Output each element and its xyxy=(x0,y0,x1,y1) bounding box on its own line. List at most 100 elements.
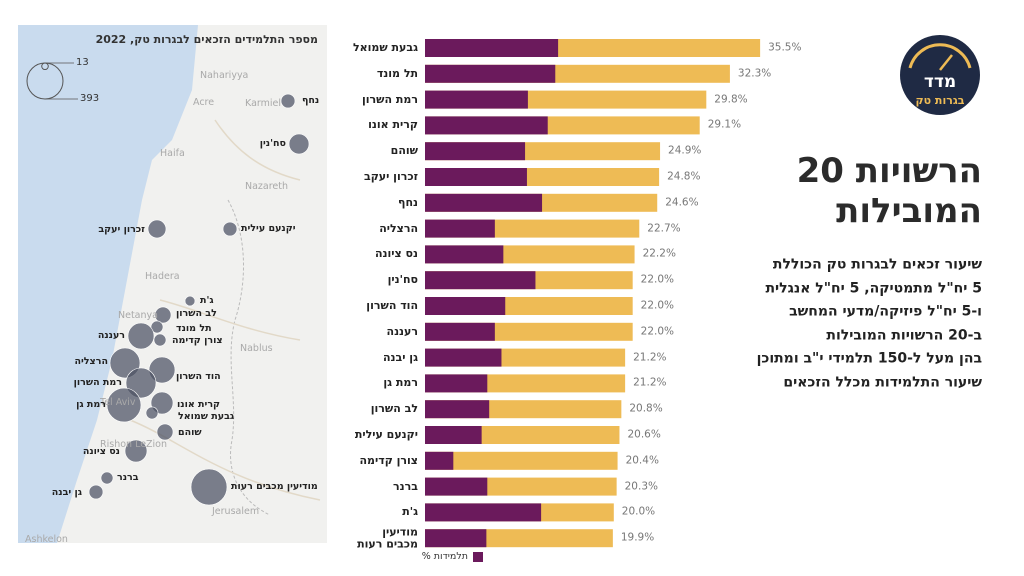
category-label: רמת השרון xyxy=(362,92,418,106)
bubble-label: צורן קדימה xyxy=(172,335,223,347)
total-bar xyxy=(425,451,618,470)
place-name: Karmiel xyxy=(245,98,282,110)
bubble xyxy=(288,133,310,155)
category-label: רמת גן xyxy=(383,376,418,390)
value-label: 22.2% xyxy=(642,247,676,260)
bubble-label: ג'ת xyxy=(200,295,214,307)
bubble xyxy=(280,93,296,109)
female-bar xyxy=(425,90,528,109)
place-name: Hadera xyxy=(145,271,180,283)
bubble-label: גן יבנה xyxy=(51,487,82,499)
female-bar xyxy=(425,348,502,367)
map xyxy=(18,25,327,543)
category-label: סח'נין xyxy=(387,273,418,287)
bubble-label: יקנעם עילית xyxy=(241,223,296,235)
place-name: Jerusalem xyxy=(212,506,260,518)
bubble-label: שוהם xyxy=(178,427,202,439)
category-label: ברנר xyxy=(393,479,418,493)
category-label: זכרון יעקב xyxy=(363,170,418,184)
logo-top: מדד xyxy=(923,72,957,93)
value-label: 24.8% xyxy=(667,170,701,183)
place-name: Haifa xyxy=(160,148,185,160)
place-name: Netanya xyxy=(118,310,158,322)
legend-value: 393 xyxy=(80,92,100,104)
bubble-label: רמת גן xyxy=(76,399,106,411)
value-label: 20.4% xyxy=(625,454,659,467)
bubble-label: לב השרון xyxy=(176,308,217,320)
female-bar xyxy=(425,374,488,393)
bubble xyxy=(190,468,228,506)
bubble-label: תל מונד xyxy=(176,323,212,335)
female-bar xyxy=(425,426,482,444)
value-label: 20.6% xyxy=(627,428,661,441)
description-line: בהן מעל ל-150 תלמידי י"ב ומתוכן xyxy=(756,350,982,367)
map-sea xyxy=(18,25,198,543)
bubble xyxy=(127,322,155,350)
bubble-label: סח'נין xyxy=(259,138,286,150)
headline: 20 הרשויות xyxy=(796,151,982,192)
value-label: 19.9% xyxy=(620,531,655,544)
category-label: שוהם xyxy=(390,144,418,158)
description-line: 5 יח"ל מתמטיקה, 5 יח"ל אנגלית xyxy=(765,280,982,297)
bubble xyxy=(124,439,148,463)
female-bar xyxy=(425,271,536,290)
female-bar xyxy=(425,477,488,496)
description-line: שיעור התלמידות מכלל הזכאים xyxy=(783,374,982,391)
category-label: הוד השרון xyxy=(366,299,418,313)
logo-gauge xyxy=(908,43,972,69)
female-bar xyxy=(425,245,504,264)
bubble xyxy=(150,320,164,334)
value-label: 20.0% xyxy=(621,505,656,518)
bubble-label: הוד השרון xyxy=(176,371,221,383)
map-title: מספר התלמידים הזכאים לבגרות טק, 2022 xyxy=(95,33,318,47)
value-label: 22.7% xyxy=(647,222,681,235)
legend-value: 13 xyxy=(76,56,89,68)
value-label: 20.3% xyxy=(624,480,658,493)
value-label: 29.8% xyxy=(714,93,748,106)
value-label: 29.1% xyxy=(707,118,742,131)
category-label: קרית אונו xyxy=(368,118,418,132)
female-bar xyxy=(425,193,543,212)
bubble-label: ברנר xyxy=(117,472,139,484)
map-roads xyxy=(129,119,321,501)
value-label: 21.2% xyxy=(633,376,667,389)
female-bar xyxy=(425,503,542,522)
category-label: נחף xyxy=(398,196,418,210)
place-name: Nablus xyxy=(240,343,273,355)
female-bar xyxy=(425,219,495,238)
map-border xyxy=(227,199,271,516)
value-label: 35.5% xyxy=(768,41,802,54)
bubble xyxy=(125,367,157,399)
bubble-label: רעננה xyxy=(97,330,125,342)
bubble xyxy=(154,306,172,324)
category-label: צורן קדימה xyxy=(359,454,418,468)
bubble-label: זכרון יעקב xyxy=(98,224,145,236)
category-label: יקנעם עילית xyxy=(354,428,418,442)
value-label: 22.0% xyxy=(640,273,675,286)
logo-bottom: בגרות טק xyxy=(915,94,965,108)
bubble-label: נחף xyxy=(302,95,320,107)
bubble xyxy=(88,484,104,500)
bubble-label: רמת השרון xyxy=(73,377,122,389)
bubble-label: נס ציונה xyxy=(82,446,120,458)
bubble xyxy=(184,295,196,307)
bubble xyxy=(147,219,167,239)
female-bar xyxy=(425,400,490,419)
bubble xyxy=(145,406,159,420)
description-line: ו-5 יח"ל פיזיקה/מדעי המחשב xyxy=(789,303,982,320)
female-bar xyxy=(425,529,487,548)
place-name: Rishon LeZion xyxy=(100,439,168,451)
female-bar xyxy=(425,297,506,315)
female-bar xyxy=(425,322,495,341)
female-bar xyxy=(425,142,526,161)
female-bar xyxy=(425,168,527,186)
logo-circle xyxy=(900,35,980,115)
headline: המובילות xyxy=(836,191,982,232)
bubble xyxy=(222,221,238,237)
value-label: 24.6% xyxy=(665,196,699,209)
place-name: Ashkelon xyxy=(25,534,68,546)
place-name: Nazareth xyxy=(245,181,289,193)
bubble xyxy=(106,387,142,423)
